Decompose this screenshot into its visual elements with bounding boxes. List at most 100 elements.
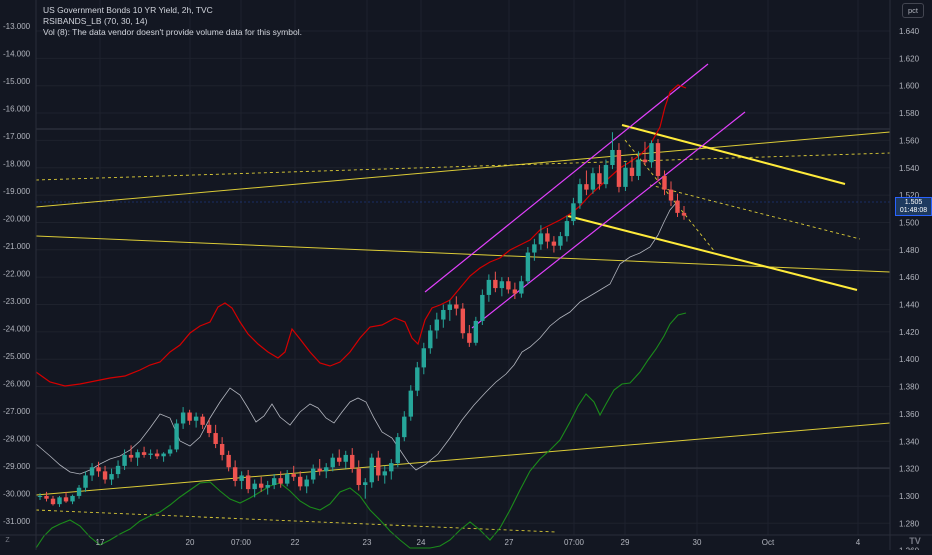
candle-up [148, 453, 153, 455]
legend-title[interactable]: US Government Bonds 10 YR Yield, 2h, TVC [43, 5, 213, 15]
candle-up [389, 463, 394, 472]
chart-legend: US Government Bonds 10 YR Yield, 2h, TVC… [43, 5, 302, 38]
left-axis-tick: -30.000 [3, 490, 31, 499]
x-axis-tick: 24 [417, 538, 426, 547]
candle-up [76, 487, 82, 496]
candle-up [239, 475, 244, 481]
candle-down [642, 159, 648, 163]
candles [37, 132, 687, 507]
left-axis-tick: -25.000 [3, 352, 31, 361]
right-axis-tick: 1.280 [899, 519, 920, 528]
candle-down [506, 281, 511, 290]
candle-down [317, 468, 322, 472]
candle-up [252, 483, 257, 490]
candle-down [467, 333, 472, 343]
grid [36, 0, 890, 552]
candle-up [369, 457, 374, 483]
candle-down [206, 424, 212, 434]
candle-up [284, 474, 290, 484]
current-price-label: 1.505 01:48:08 [895, 197, 932, 216]
x-axis-tick: 22 [291, 538, 300, 547]
legend-volume-note: Vol (8): The data vendor doesn't provide… [43, 27, 302, 37]
right-axis-tick: 1.500 [899, 218, 920, 227]
candle-down [376, 457, 381, 476]
candle-down [200, 416, 205, 425]
right-axis-tick: 1.540 [899, 164, 920, 173]
candle-down [668, 189, 674, 201]
left-axis-tick: -27.000 [3, 407, 31, 416]
candle-up [382, 471, 387, 476]
candle-up [265, 485, 270, 488]
candle-up [57, 497, 62, 505]
right-axis-tick: 1.360 [899, 410, 920, 419]
candle-down [675, 200, 680, 213]
x-axis-tick: 29 [621, 538, 630, 547]
candle-down [337, 457, 342, 462]
left-axis-tick: -24.000 [3, 325, 31, 334]
candle-down [219, 443, 225, 455]
candle-down [291, 474, 296, 477]
channel-line [424, 63, 709, 293]
candle-up [441, 309, 446, 320]
candle-up [363, 482, 368, 486]
right-axis-tick: 1.340 [899, 437, 920, 446]
right-axis-tick: 1.420 [899, 328, 920, 337]
candle-down [551, 241, 557, 246]
left-axis-tick: -29.000 [3, 462, 31, 471]
candle-up [421, 348, 426, 368]
candle-up [174, 423, 179, 450]
candle-down [50, 498, 56, 505]
left-axis-tick: -14.000 [3, 50, 31, 59]
candle-down [584, 184, 589, 190]
current-price-value: 1.505 [904, 199, 923, 206]
candle-up [623, 167, 628, 187]
candle-up [122, 454, 127, 466]
candle-up [610, 149, 615, 166]
candle-up [538, 233, 544, 245]
candle-up [324, 467, 329, 472]
candle-down [655, 143, 661, 176]
candle-up [343, 454, 348, 462]
bar-countdown: 01:48:08 [899, 207, 928, 214]
x-axis-tick: 07:00 [231, 538, 252, 547]
candle-up [167, 449, 173, 454]
candle-up [447, 304, 453, 310]
candle-up [115, 465, 121, 475]
right-axis-tick: 1.600 [899, 82, 920, 91]
candle-up [408, 390, 413, 417]
left-axis-tick: -31.000 [3, 517, 31, 526]
candle-down [298, 476, 303, 487]
candle-up [180, 412, 186, 424]
candle-up [83, 475, 88, 488]
candle-up [161, 453, 166, 457]
left-axis-tick: -17.000 [3, 132, 31, 141]
candle-up [558, 236, 563, 246]
right-axis-tick: 1.560 [899, 136, 920, 145]
candle-down [493, 279, 498, 289]
candle-up [519, 281, 524, 294]
candle-up [473, 320, 479, 343]
channel-line [471, 111, 746, 329]
candle-down [128, 454, 134, 458]
candle-up [636, 159, 641, 176]
zoom-icon[interactable]: Z [5, 537, 10, 544]
x-axis-tick: 23 [363, 538, 372, 547]
legend-indicator[interactable]: RSIBANDS_LB (70, 30, 14) [43, 16, 148, 26]
candle-up [486, 279, 492, 295]
candle-up [603, 165, 609, 185]
x-axis-tick: 27 [505, 538, 514, 547]
candle-up [395, 437, 400, 464]
trendline-dashed [35, 509, 556, 533]
candle-down [350, 454, 355, 469]
candle-down [102, 471, 108, 480]
candle-up [499, 281, 505, 289]
percent-scale-button[interactable]: pct [902, 3, 924, 18]
left-axis-tick: -26.000 [3, 380, 31, 389]
candle-up [193, 416, 199, 421]
candle-down [278, 478, 283, 484]
candle-down [629, 167, 635, 176]
trendline-solid [35, 422, 891, 496]
